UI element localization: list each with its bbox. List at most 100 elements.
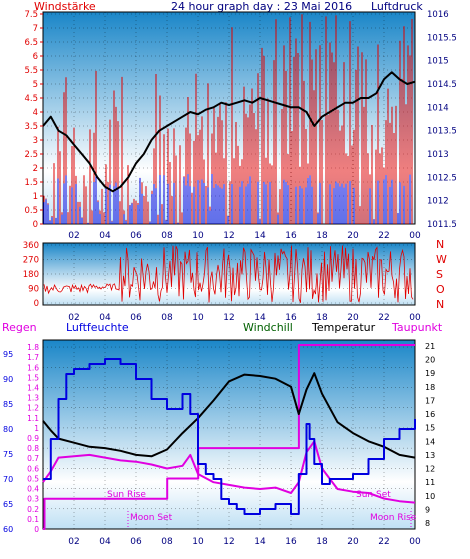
x-tick-label: 12 <box>223 313 234 323</box>
x-tick-label: 04 <box>99 313 111 323</box>
temperature-tick-label: 14 <box>425 437 435 446</box>
wind-tick-label: 1.5 <box>24 178 38 188</box>
header-title: 24 hour graph day : 23 Mai 2016 <box>171 0 352 13</box>
wind-tick-label: 2.5 <box>24 150 38 160</box>
pressure-tick-label: 1012 <box>427 197 449 207</box>
humidity-tick-label: 70 <box>3 475 13 484</box>
humidity-tick-label: 95 <box>3 350 13 359</box>
wind-axis-ticks: 0 0.5 1 1.5 2 2.5 3 3.5 4 4.5 5 5.5 6 6.5 7 7.5 <box>24 10 43 230</box>
regen-tick-label: 0.9 <box>27 434 39 443</box>
wind-tick-label: 1 <box>33 192 38 202</box>
regen-tick-label: 1.4 <box>27 383 39 392</box>
compass-label: W <box>436 253 447 266</box>
sun-rise-label: Sun Rise <box>107 490 146 500</box>
regen-line <box>43 344 415 530</box>
x-tick-label: 22 <box>378 537 389 547</box>
luftfeuchte-line <box>43 358 416 515</box>
climate-panel <box>42 339 416 530</box>
wind-direction-x-ticks: 02 04 06 08 10 12 14 16 18 20 22 00 <box>68 313 421 323</box>
taupunkt-line <box>42 440 416 504</box>
temperature-tick-label: 17 <box>425 396 435 405</box>
temperatur-line <box>42 372 416 459</box>
humidity-tick-label: 60 <box>3 525 13 534</box>
x-tick-label: 04 <box>99 537 111 547</box>
x-tick-label: 18 <box>316 231 328 241</box>
x-tick-label: 20 <box>347 231 359 241</box>
pressure-tick-label: 1016 <box>427 10 449 20</box>
windchill-label: Windchill <box>243 321 293 334</box>
wind-tick-label: 6 <box>33 52 38 62</box>
compass-label: N <box>436 298 444 311</box>
regen-tick-label: 1.8 <box>27 343 39 352</box>
x-tick-label: 02 <box>68 537 79 547</box>
moon-set-label: Moon Set <box>130 513 173 523</box>
regen-tick-label: 0.1 <box>27 515 39 524</box>
wind-tick-label: 6.5 <box>24 38 38 48</box>
regen-tick-label: 1.6 <box>27 363 39 372</box>
pressure-tick-label: 1015.5 <box>427 33 457 43</box>
direction-tick-label: 270 <box>23 256 39 266</box>
regen-label: Regen <box>2 321 37 334</box>
wind-speed-bars <box>43 14 413 224</box>
temperature-tick-label: 16 <box>425 410 435 419</box>
x-tick-label: 00 <box>409 231 421 241</box>
humidity-tick-label: 65 <box>3 500 13 509</box>
x-tick-label: 14 <box>254 537 266 547</box>
regen-tick-label: 1.3 <box>27 394 39 403</box>
wind-tick-label: 4 <box>33 108 38 118</box>
x-tick-label: 18 <box>316 313 328 323</box>
direction-tick-label: 90 <box>28 285 39 295</box>
x-tick-label: 12 <box>223 231 234 241</box>
pressure-line <box>42 71 416 193</box>
temperature-tick-label: 9 <box>425 505 430 514</box>
temperature-tick-label: 21 <box>425 342 435 351</box>
regen-tick-label: 0.2 <box>27 505 39 514</box>
temperature-axis-ticks: 8 9 10 11 12 13 14 15 16 17 18 19 20 21 <box>425 342 435 528</box>
pressure-tick-label: 1014 <box>427 103 449 113</box>
humidity-tick-label: 90 <box>3 375 13 384</box>
x-tick-label: 06 <box>130 537 142 547</box>
x-tick-label: 04 <box>99 231 111 241</box>
temperature-tick-label: 19 <box>425 369 435 378</box>
compass-label: O <box>436 283 445 296</box>
regen-tick-label: 1.7 <box>27 353 39 362</box>
x-tick-label: 10 <box>192 537 204 547</box>
x-tick-label: 14 <box>254 313 266 323</box>
header-left-label: Windstärke <box>34 0 96 13</box>
luftfeuchte-label: Luftfeuchte <box>66 321 129 334</box>
wind-tick-label: 3.5 <box>24 122 38 132</box>
temperature-tick-label: 8 <box>425 519 430 528</box>
wind-tick-label: 4.5 <box>24 94 38 104</box>
x-tick-label: 10 <box>192 313 204 323</box>
regen-axis-ticks: 00.10.20.30.4 0.50.60.70.80.911.11.21.3 1.… <box>27 343 39 534</box>
temperature-tick-label: 10 <box>425 492 435 501</box>
wind-pressure-x-ticks: 02 04 06 08 10 12 14 16 18 20 22 00 <box>68 231 421 241</box>
pressure-series <box>42 71 416 193</box>
temperature-tick-label: 11 <box>425 478 435 487</box>
compass-label: N <box>436 238 444 251</box>
x-tick-label: 20 <box>347 313 359 323</box>
direction-tick-label: 180 <box>23 270 39 280</box>
x-tick-label: 00 <box>409 313 421 323</box>
temperatur-label: Temperatur <box>311 321 376 334</box>
humidity-axis-ticks: 60 65 70 75 80 85 90 95 <box>3 350 13 534</box>
taupunkt-label: Taupunkt <box>391 321 443 334</box>
pressure-tick-label: 1013.5 <box>427 127 457 137</box>
regen-tick-label: 0.5 <box>27 474 39 483</box>
pressure-tick-label: 1012.5 <box>427 173 457 183</box>
x-tick-label: 22 <box>378 231 389 241</box>
x-tick-label: 14 <box>254 231 266 241</box>
temperature-tick-label: 15 <box>425 424 435 433</box>
temperature-tick-label: 18 <box>425 383 435 392</box>
regen-tick-label: 1.2 <box>27 404 39 413</box>
x-tick-label: 22 <box>378 313 389 323</box>
x-tick-label: 16 <box>285 231 297 241</box>
wind-tick-label: 5 <box>33 80 38 90</box>
pressure-axis-ticks: 1011.5 1012 1012.5 1013 1013.5 1014 1014.5 1015… <box>427 10 457 230</box>
x-tick-label: 08 <box>161 537 173 547</box>
wind-direction-series <box>43 245 414 303</box>
x-tick-label: 02 <box>68 313 79 323</box>
x-tick-label: 06 <box>130 231 142 241</box>
